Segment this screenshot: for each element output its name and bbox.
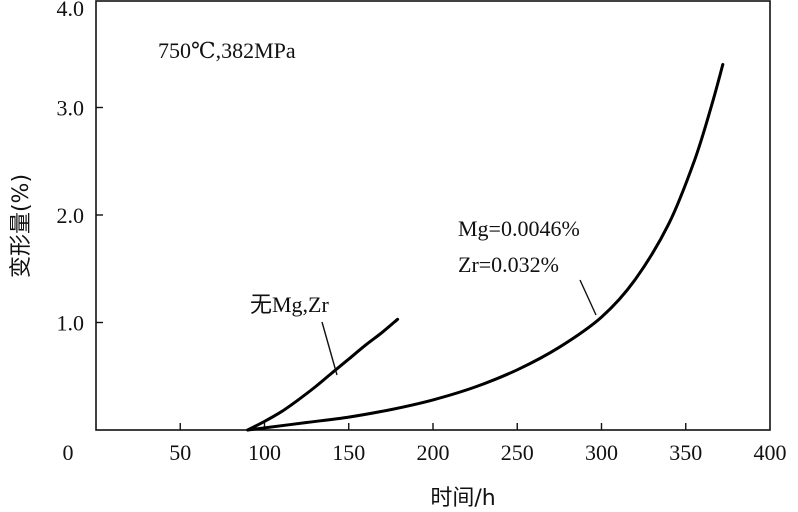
y-tick-label: 1.0	[57, 311, 85, 336]
x-tick-label: 400	[754, 440, 787, 465]
y-tick-label: 4.0	[57, 0, 85, 21]
leader-mg-zr	[579, 279, 597, 316]
series-line-2	[246, 63, 725, 432]
annotation-mg: Mg=0.0046%	[458, 216, 580, 241]
x-tick-label: 50	[169, 440, 191, 465]
x-tick-label: 350	[669, 440, 702, 465]
y-tick-label: 3.0	[57, 96, 85, 121]
leader-no-mg-zr	[321, 321, 338, 376]
x-axis-ticks: 0 50 100 150 200 250 300 350 400	[63, 423, 787, 465]
annotation-zr: Zr=0.032%	[458, 252, 559, 277]
x-tick-label: 150	[332, 440, 365, 465]
x-tick-label: 250	[501, 440, 534, 465]
series-line-1	[246, 317, 400, 432]
series-lines	[246, 63, 725, 432]
plot-frame	[95, 0, 771, 431]
x-axis-label: 时间/h	[430, 486, 495, 511]
annotation-leaders	[321, 279, 597, 376]
x-tick-label: 300	[585, 440, 618, 465]
axes	[95, 0, 771, 431]
y-axis-label: 变形量(%)	[9, 174, 34, 278]
x-tick-label: 200	[417, 440, 450, 465]
annotation-no-mg-zr: 无Mg,Zr	[250, 292, 330, 317]
condition-label: 750℃,382MPa	[158, 38, 296, 63]
x-tick-label: 100	[248, 440, 281, 465]
y-tick-label: 2.0	[57, 203, 85, 228]
x-tick-label: 0	[63, 440, 74, 465]
y-axis-ticks: 1.0 2.0 3.0 4.0	[57, 0, 103, 336]
